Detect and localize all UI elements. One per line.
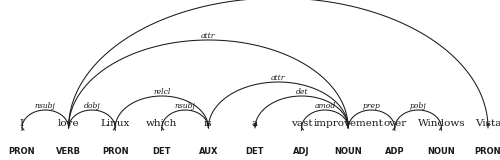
Text: prep: prep <box>362 101 380 109</box>
Text: dobj: dobj <box>84 101 100 109</box>
Text: vast: vast <box>291 119 312 128</box>
Text: nsubj: nsubj <box>35 101 56 109</box>
Text: PRON: PRON <box>102 147 128 156</box>
Text: PRON: PRON <box>474 147 500 156</box>
Text: relcl: relcl <box>153 88 170 96</box>
Text: VERB: VERB <box>56 147 81 156</box>
Text: DET: DET <box>152 147 171 156</box>
Text: improvement: improvement <box>314 119 383 128</box>
Text: AUX: AUX <box>198 147 218 156</box>
Text: PRON: PRON <box>8 147 36 156</box>
Text: love: love <box>58 119 80 128</box>
Text: is: is <box>204 119 212 128</box>
Text: DET: DET <box>246 147 264 156</box>
Text: attr: attr <box>201 32 216 40</box>
Text: pobj: pobj <box>410 101 426 109</box>
Text: a: a <box>252 119 258 128</box>
Text: nsubj: nsubj <box>174 101 196 109</box>
Text: Linux: Linux <box>100 119 130 128</box>
Text: over: over <box>383 119 406 128</box>
Text: ADJ: ADJ <box>294 147 310 156</box>
Text: amod: amod <box>314 101 336 109</box>
Text: det: det <box>296 88 308 96</box>
Text: attr: attr <box>271 73 285 81</box>
Text: I: I <box>20 119 24 128</box>
Text: Vista: Vista <box>475 119 500 128</box>
Text: NOUN: NOUN <box>334 147 362 156</box>
Text: Windows: Windows <box>418 119 465 128</box>
Text: NOUN: NOUN <box>428 147 456 156</box>
Text: which: which <box>146 119 178 128</box>
Text: ADP: ADP <box>385 147 404 156</box>
